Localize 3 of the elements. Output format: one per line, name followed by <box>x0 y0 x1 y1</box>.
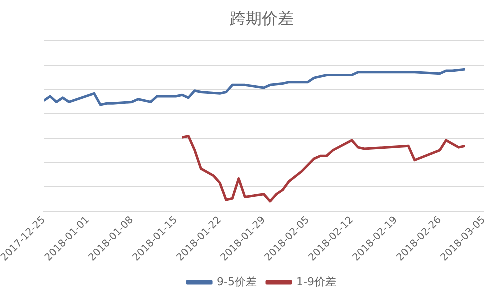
legend-label: 1-9价差 <box>296 275 336 288</box>
chart-title: 跨期价差 <box>230 8 294 28</box>
legend-label: 9-5价差 <box>217 275 257 288</box>
